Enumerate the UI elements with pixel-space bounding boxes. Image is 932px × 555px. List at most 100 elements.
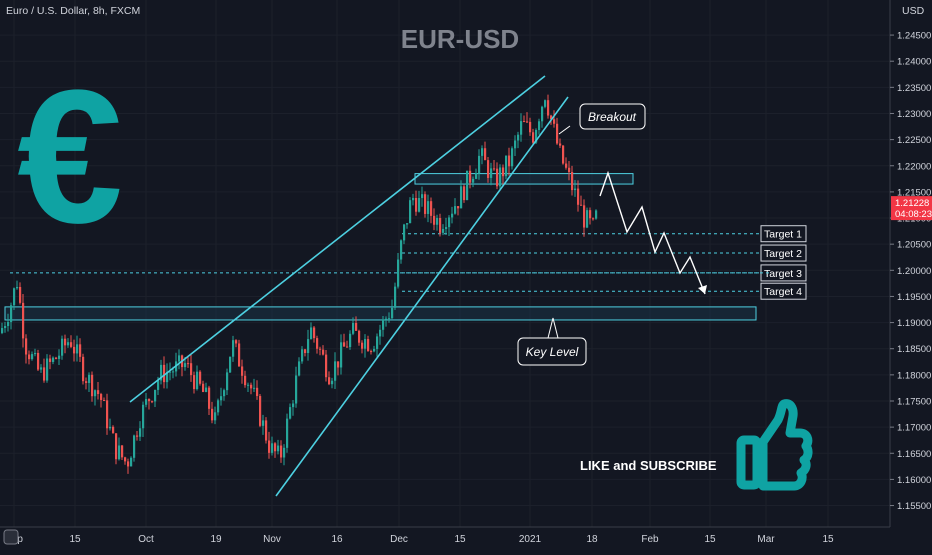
candle bbox=[247, 382, 250, 393]
candle bbox=[403, 223, 406, 245]
candle bbox=[142, 401, 145, 437]
candle bbox=[430, 197, 433, 224]
projected-path bbox=[599, 170, 706, 295]
candle bbox=[424, 191, 427, 218]
candle bbox=[400, 239, 403, 264]
y-tick-label: 1.18500 bbox=[897, 344, 931, 355]
candle bbox=[121, 445, 124, 460]
candle bbox=[250, 382, 253, 395]
candle bbox=[178, 349, 181, 370]
candle bbox=[553, 110, 556, 128]
candle bbox=[583, 199, 586, 237]
candle bbox=[532, 128, 535, 146]
candle bbox=[280, 440, 283, 463]
y-tick-label: 1.22000 bbox=[897, 161, 931, 172]
candle bbox=[514, 135, 517, 156]
candle bbox=[148, 398, 151, 410]
price-axis: 1.24500 1.24000 1.23500 1.23000 1.22500 1.220… bbox=[890, 31, 931, 512]
candle bbox=[232, 335, 235, 362]
candle bbox=[214, 406, 217, 425]
candle bbox=[496, 162, 499, 190]
price-badge: 1.21228 04:08:23 bbox=[891, 196, 932, 221]
candle bbox=[370, 349, 373, 355]
candle bbox=[298, 357, 301, 377]
candle bbox=[565, 157, 568, 170]
key-level-zone bbox=[4, 306, 757, 321]
thumbs-up-icon bbox=[736, 399, 813, 491]
y-tick-label: 1.22500 bbox=[897, 135, 931, 146]
candle bbox=[241, 359, 244, 384]
candle bbox=[448, 215, 451, 237]
candle bbox=[67, 338, 70, 348]
x-tick-label: 15 bbox=[69, 534, 81, 545]
candle bbox=[325, 350, 328, 382]
candle bbox=[493, 159, 496, 171]
candle bbox=[568, 161, 571, 181]
target-label: Target 2 bbox=[764, 248, 802, 260]
candle bbox=[136, 430, 139, 441]
candle bbox=[442, 224, 445, 236]
y-tick-label: 1.16500 bbox=[897, 449, 931, 460]
candle bbox=[520, 113, 523, 142]
breakout-callout bbox=[579, 103, 646, 130]
candle bbox=[301, 346, 304, 364]
candle bbox=[304, 348, 307, 357]
candle bbox=[364, 334, 367, 358]
candle bbox=[13, 287, 16, 310]
candle bbox=[406, 223, 409, 229]
candle bbox=[151, 400, 154, 404]
candle bbox=[454, 198, 457, 215]
candle bbox=[526, 112, 529, 124]
candle bbox=[556, 117, 559, 145]
candle bbox=[268, 431, 271, 459]
candle bbox=[286, 413, 289, 453]
candle bbox=[223, 388, 226, 401]
x-tick-label: 15 bbox=[822, 534, 834, 545]
candle bbox=[544, 99, 547, 109]
candle bbox=[355, 316, 358, 331]
candle bbox=[199, 370, 202, 386]
candle bbox=[427, 194, 430, 223]
y-tick-label: 1.24500 bbox=[897, 31, 931, 42]
candle bbox=[10, 302, 13, 330]
candle bbox=[46, 354, 49, 383]
currency-label: USD bbox=[902, 5, 925, 17]
target-label: Target 4 bbox=[764, 286, 802, 298]
candle bbox=[328, 371, 331, 386]
candle bbox=[208, 385, 211, 416]
candle bbox=[460, 180, 463, 209]
candle bbox=[100, 392, 103, 408]
projection-arrowhead bbox=[698, 285, 707, 294]
candle bbox=[394, 282, 397, 310]
x-tick-label: Feb bbox=[641, 534, 659, 545]
candle bbox=[202, 380, 205, 393]
current-price: 1.21228 bbox=[895, 198, 929, 209]
target-box bbox=[760, 225, 807, 243]
key-level-callout bbox=[517, 337, 587, 366]
candle bbox=[409, 197, 412, 224]
candle bbox=[277, 439, 280, 455]
candle bbox=[220, 387, 223, 406]
tradingview-logo-icon[interactable] bbox=[3, 529, 19, 545]
breakout-callout-line bbox=[558, 125, 571, 135]
candle bbox=[376, 333, 379, 357]
target-label: Target 1 bbox=[764, 229, 802, 241]
candle bbox=[517, 131, 520, 149]
candle bbox=[373, 345, 376, 353]
time-axis: Sep15Oct19Nov16Dec15202118Feb15Mar15 bbox=[5, 534, 834, 545]
y-tick-label: 1.19000 bbox=[897, 318, 931, 329]
candle bbox=[19, 282, 22, 305]
candle bbox=[16, 280, 19, 290]
candle bbox=[163, 356, 166, 389]
candle bbox=[226, 368, 229, 395]
candle bbox=[562, 145, 565, 165]
x-tick-label: 18 bbox=[586, 534, 598, 545]
target-levels: Target 1 Target 2 Target 3 Target 4 bbox=[402, 225, 807, 300]
candle bbox=[343, 333, 346, 347]
candle bbox=[22, 294, 25, 348]
x-tick-label: 16 bbox=[331, 534, 343, 545]
x-tick-label: 19 bbox=[210, 534, 222, 545]
candle bbox=[283, 444, 286, 466]
candle bbox=[106, 393, 109, 435]
